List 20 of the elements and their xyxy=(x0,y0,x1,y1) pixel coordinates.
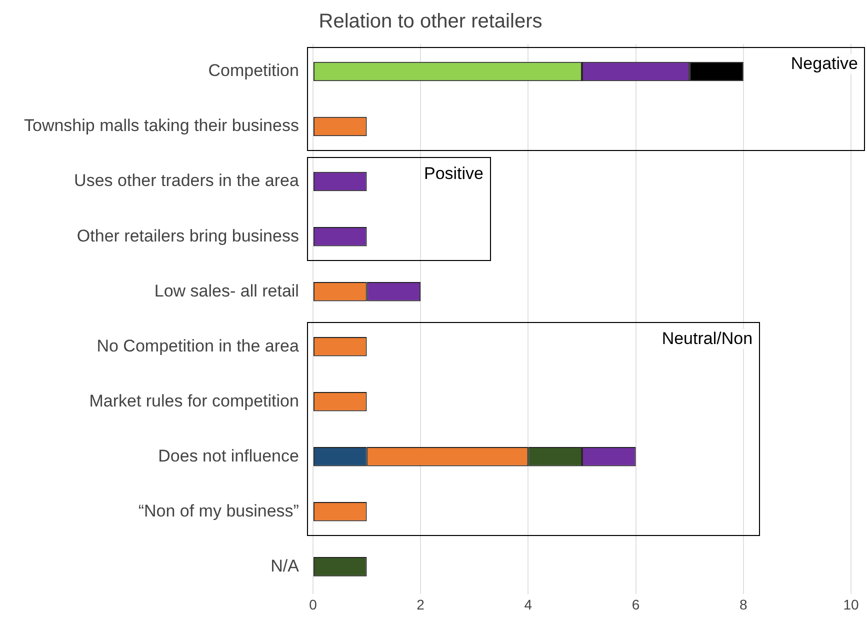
y-tick-label: Low sales- all retail xyxy=(154,281,299,300)
x-tick-label: 2 xyxy=(416,596,425,612)
annotation: Neutral/Non xyxy=(662,328,753,349)
y-tick-label: No Competition in the area xyxy=(96,336,300,356)
x-tick-label: 10 xyxy=(843,596,859,612)
x-tick-label: 8 xyxy=(739,596,748,612)
x-tick-label: 6 xyxy=(632,596,640,612)
y-tick-label: Market rules for competition xyxy=(89,391,299,410)
y-tick-label: Other retailers bring business xyxy=(76,226,299,246)
y-tick-label: “Non of my business” xyxy=(138,501,300,520)
y-tick-label: N/A xyxy=(270,556,300,576)
chart-title: Relation to other retailers xyxy=(318,10,542,33)
annotation: Negative xyxy=(790,54,858,74)
x-tick-label: 4 xyxy=(524,596,532,612)
y-tick-label: Competition xyxy=(208,61,299,80)
x-tick-label: 0 xyxy=(309,596,318,612)
y-tick-label: Township malls taking their business xyxy=(24,116,299,136)
y-tick-label: Uses other traders in the area xyxy=(74,171,300,190)
y-tick-label: Does not influence xyxy=(158,446,299,466)
annotation: Positive xyxy=(424,164,484,184)
